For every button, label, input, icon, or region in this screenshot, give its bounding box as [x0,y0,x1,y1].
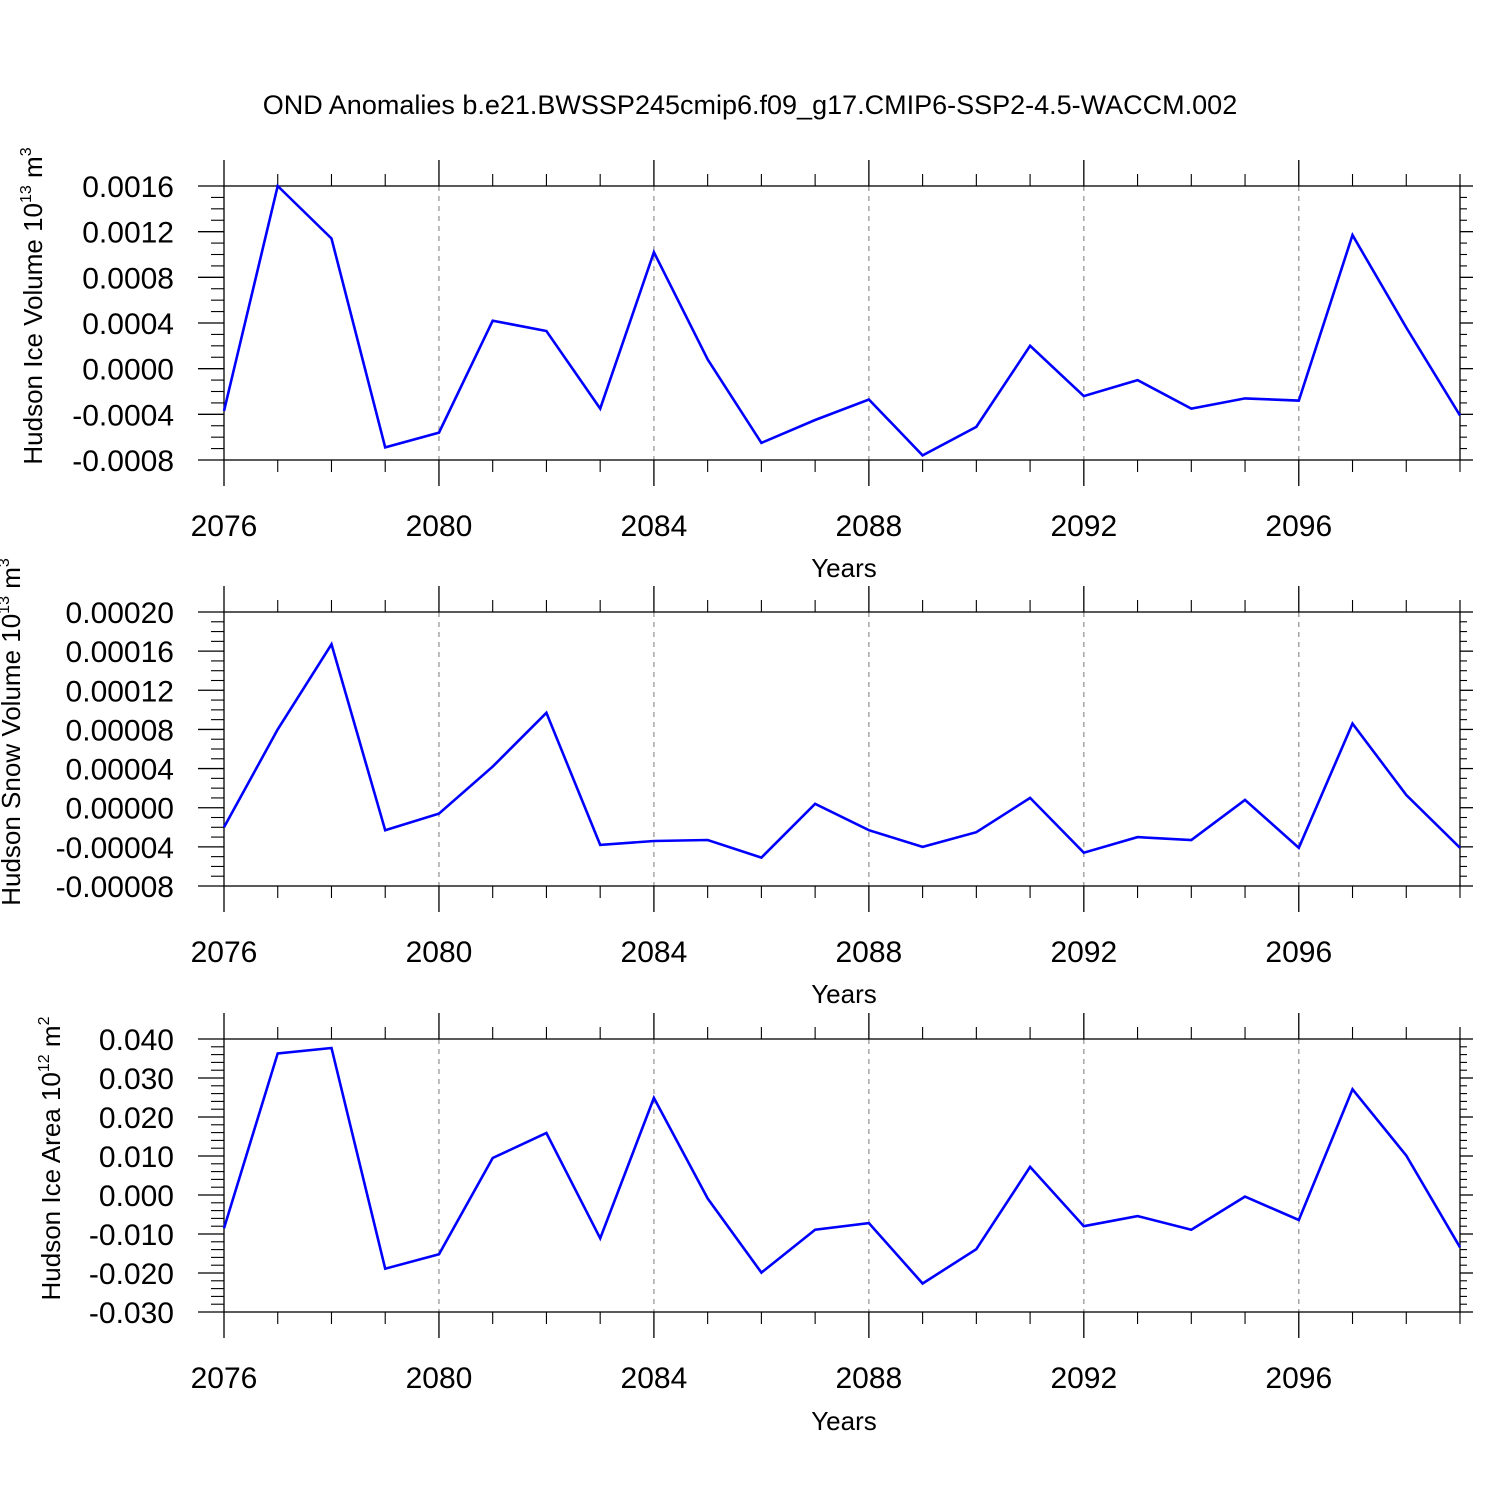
x-tick-label: 2076 [191,936,258,969]
y-tick-label: 0.000 [99,1180,174,1213]
y-tick-label: 0.040 [99,1024,174,1057]
y-tick-label: 0.0012 [82,217,174,250]
x-axis-label: Years [811,1406,877,1436]
y-tick-label: 0.00000 [66,793,174,826]
x-tick-label: 2088 [835,1362,902,1395]
y-tick-label: -0.0004 [72,399,174,432]
panel-3: 2076 2080 2084 2088 2092 2096 0.040 0.030 0.020 0… [36,1013,1473,1436]
plot-frame [223,185,1461,461]
x-tick-label: 2092 [1050,1362,1117,1395]
y-tick-label: 0.0000 [82,354,174,387]
x-tick-label: 2084 [621,936,688,969]
x-tick-label: 2080 [406,510,473,543]
x-tick-label: 2096 [1265,936,1332,969]
x-tick-label: 2076 [191,1362,258,1395]
x-tick-label: 2084 [621,1362,688,1395]
y-axis-label-unit-exponent: 3 [18,147,35,156]
y-axis-label-exponent: 12 [36,1054,53,1072]
x-tick-label: 2096 [1265,510,1332,543]
y-axis-label: Hudson Snow Volume 1013 m3 [0,558,26,906]
y-tick-label: 0.00016 [66,636,174,669]
y-tick-label: 0.0004 [82,308,174,341]
plot-frame [223,611,1461,887]
chart-title: OND Anomalies b.e21.BWSSP245cmip6.f09_g1… [263,90,1237,120]
y-tick-label: 0.0016 [82,171,174,204]
y-axis-label-unit-exponent: 2 [36,1016,53,1025]
x-tick-label: 2096 [1265,1362,1332,1395]
x-tick-label: 2084 [621,510,688,543]
panel-2: 2076 2080 2084 2088 2092 2096 0.00020 0.00016 0.… [0,558,1473,1009]
series-line [222,1046,1462,1286]
y-axis-label: Hudson Ice Area 1012 m2 [36,1016,66,1300]
y-tick-label: -0.030 [89,1297,174,1330]
y-tick-label: 0.010 [99,1141,174,1174]
y-tick-label: -0.00004 [56,832,174,865]
y-axis-label-unit: m [36,1025,66,1054]
y-tick-label: -0.010 [89,1219,174,1252]
y-axis-label-text: Hudson Ice Area 10 [36,1072,66,1300]
y-tick-label: 0.00004 [66,754,174,787]
y-tick-label: -0.00008 [56,871,174,904]
x-axis-label: Years [811,553,877,583]
y-axis-label-exponent: 13 [18,185,35,203]
x-tick-label: 2080 [406,1362,473,1395]
y-tick-label: -0.020 [89,1258,174,1291]
y-tick-label: 0.00020 [66,597,174,630]
series-line [222,641,1461,860]
x-tick-label: 2092 [1050,510,1117,543]
y-tick-label: -0.0008 [72,445,174,478]
y-tick-label: 0.00012 [66,675,174,708]
y-tick-label: 0.030 [99,1063,174,1096]
y-axis-label-unit: m [0,567,26,596]
y-axis-label: Hudson Ice Volume 1013 m3 [18,147,48,464]
y-axis-label-text: Hudson Snow Volume 10 [0,614,26,906]
y-tick-label: 0.020 [99,1102,174,1135]
y-axis-label-unit-exponent: 3 [0,558,13,567]
y-axis-label-text: Hudson Ice Volume 10 [18,203,48,465]
x-tick-label: 2092 [1050,936,1117,969]
plot-frame [223,1038,1461,1313]
panel-1: 2076 2080 2084 2088 2092 2096 0.0016 0.0012 0.00… [18,147,1473,583]
y-tick-label: 0.0008 [82,262,174,295]
y-axis-label-unit: m [18,156,48,185]
x-tick-label: 2088 [835,510,902,543]
x-tick-label: 2080 [406,936,473,969]
y-axis-label-exponent: 13 [0,596,13,614]
y-tick-label: 0.00008 [66,714,174,747]
x-axis-label: Years [811,979,877,1009]
series-line [222,183,1462,458]
x-tick-label: 2076 [191,510,258,543]
x-tick-label: 2088 [835,936,902,969]
